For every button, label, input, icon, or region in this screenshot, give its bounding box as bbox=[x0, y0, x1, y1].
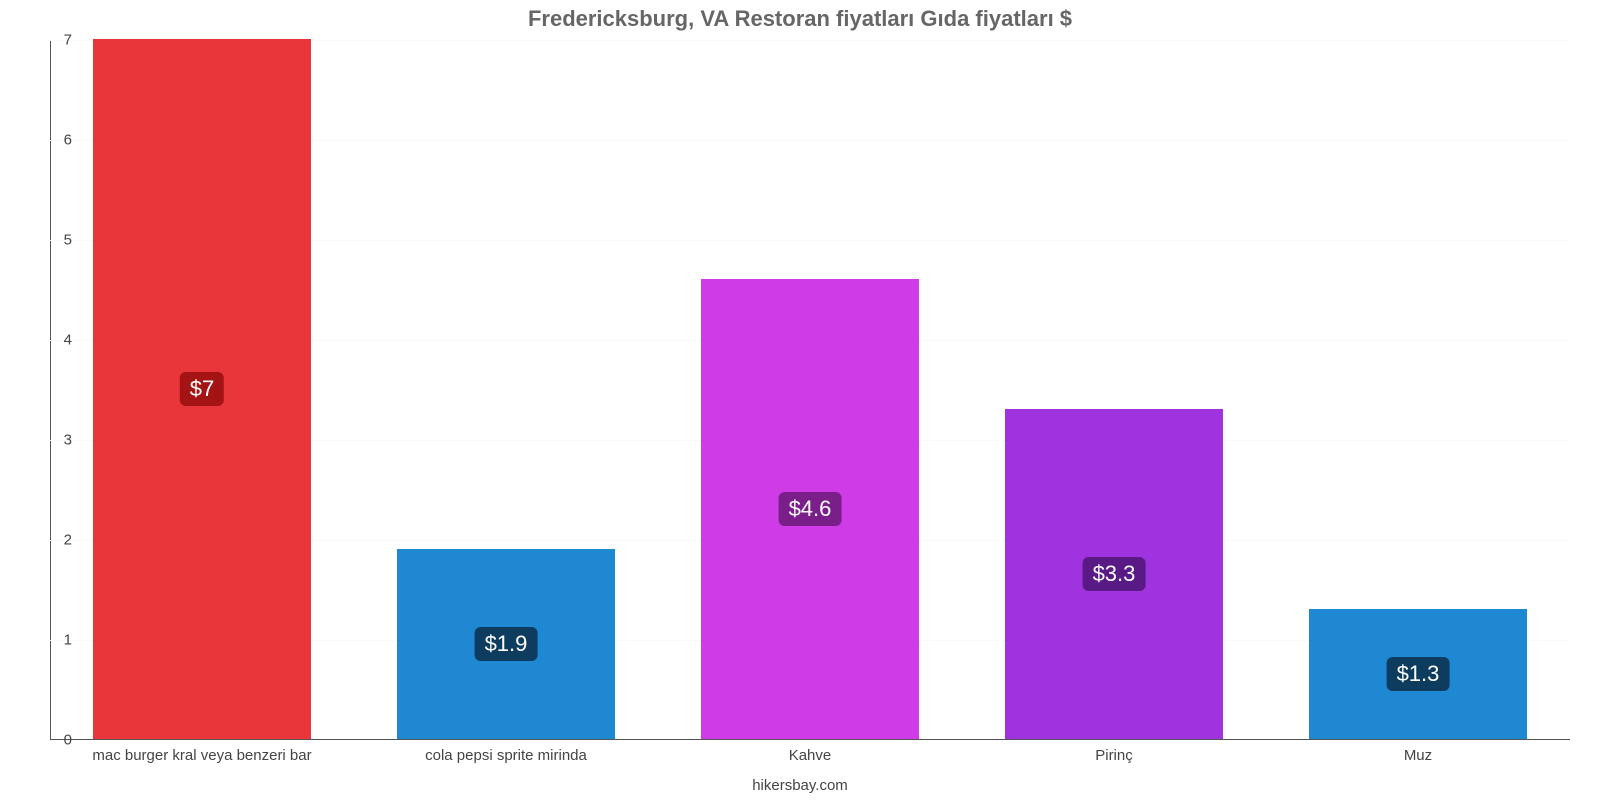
y-tick-label: 0 bbox=[32, 732, 72, 749]
y-tick-label: 2 bbox=[32, 532, 72, 549]
bar-value-badge: $1.9 bbox=[475, 627, 538, 661]
chart-title: Fredericksburg, VA Restoran fiyatları Gı… bbox=[0, 6, 1600, 32]
x-tick-label: Muz bbox=[1404, 747, 1432, 764]
bar-value-badge: $3.3 bbox=[1083, 557, 1146, 591]
x-tick-label: cola pepsi sprite mirinda bbox=[425, 747, 587, 764]
chart-source: hikersbay.com bbox=[0, 777, 1600, 794]
bar-slot: $1.3Muz bbox=[1309, 39, 1528, 739]
bar-slot: $1.9cola pepsi sprite mirinda bbox=[397, 39, 616, 739]
bar-slot: $4.6Kahve bbox=[701, 39, 920, 739]
y-tick-label: 3 bbox=[32, 432, 72, 449]
bar-value-badge: $1.3 bbox=[1387, 657, 1450, 691]
y-tick-label: 5 bbox=[32, 232, 72, 249]
x-tick-label: mac burger kral veya benzeri bar bbox=[92, 747, 311, 764]
plot-area: $7mac burger kral veya benzeri bar $1.9co… bbox=[50, 40, 1570, 740]
y-tick-label: 1 bbox=[32, 632, 72, 649]
y-tick-label: 6 bbox=[32, 132, 72, 149]
y-tick-label: 4 bbox=[32, 332, 72, 349]
bar-value-badge: $7 bbox=[180, 372, 224, 406]
x-tick-label: Pirinç bbox=[1095, 747, 1133, 764]
x-tick-label: Kahve bbox=[789, 747, 832, 764]
price-bar-chart: Fredericksburg, VA Restoran fiyatları Gı… bbox=[0, 0, 1600, 800]
bar-slot: $7mac burger kral veya benzeri bar bbox=[93, 39, 312, 739]
bar-value-badge: $4.6 bbox=[779, 492, 842, 526]
y-tick-label: 7 bbox=[32, 32, 72, 49]
bar-slot: $3.3Pirinç bbox=[1005, 39, 1224, 739]
